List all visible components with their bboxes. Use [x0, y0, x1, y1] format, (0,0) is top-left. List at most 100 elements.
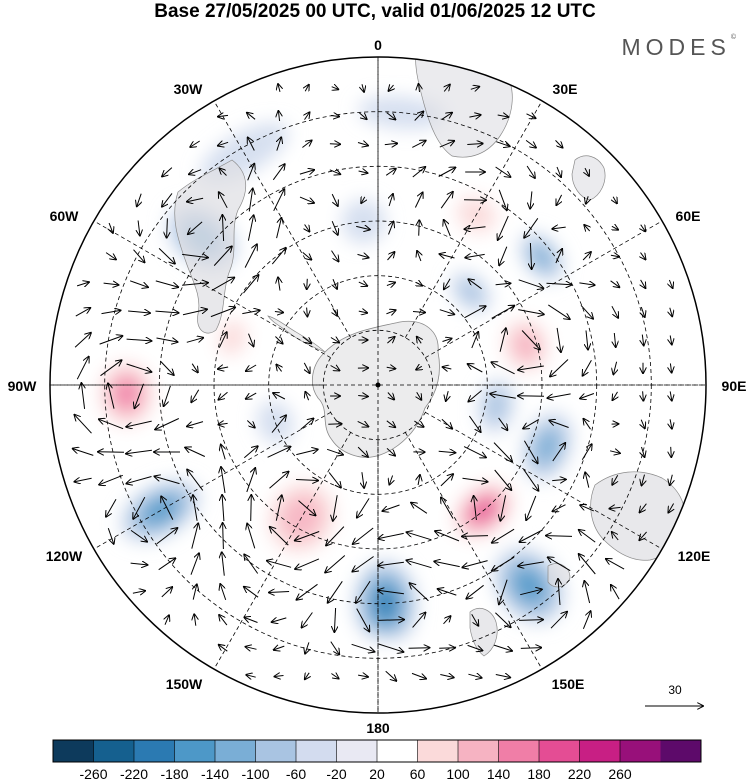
wind-vector-9 [247, 113, 256, 120]
wind-vector-225 [271, 415, 286, 433]
wind-vector-14 [386, 112, 396, 120]
wind-vector-6 [444, 85, 450, 92]
wind-vector-250 [357, 446, 368, 457]
wind-vector-107 [641, 252, 646, 260]
wind-vector-172 [642, 334, 643, 346]
wind-vector-121 [444, 278, 451, 289]
wind-vector-85 [584, 225, 589, 231]
wind-vector-294 [383, 504, 400, 511]
colorbar-tick-8: 60 [410, 766, 426, 782]
wind-vector-266 [187, 470, 204, 491]
wind-vector-280 [585, 472, 589, 488]
graticule [50, 57, 706, 713]
wind-vector-111 [155, 280, 178, 287]
wind-vector-68 [109, 222, 113, 233]
wind-vectors [73, 84, 674, 681]
wind-vector-47 [526, 165, 535, 178]
wind-vector-316 [407, 532, 432, 541]
wind-vector-90 [158, 248, 175, 263]
map-border [49, 56, 707, 714]
wind-vector-159 [275, 336, 282, 344]
wind-vector-269 [269, 472, 289, 489]
wind-vector-202 [246, 392, 257, 399]
wind-vector-286 [161, 496, 174, 520]
wind-vector-176 [126, 363, 152, 372]
wind-vector-30 [467, 144, 482, 145]
wind-vector-238 [641, 419, 645, 429]
wind-vector-187 [443, 367, 452, 369]
wind-vector-278 [523, 469, 539, 490]
wind-vector-274 [418, 475, 420, 486]
colorbar-swatch-7 [336, 740, 378, 762]
wind-vector-163 [387, 337, 394, 344]
wind-vector-301 [580, 505, 594, 512]
anomaly-cell-5-level-3 [536, 431, 559, 463]
wind-vector-309 [223, 523, 224, 550]
wind-vector-285 [133, 496, 146, 519]
wind-vector-272 [362, 472, 364, 488]
wind-vector-88 [105, 252, 116, 260]
wind-vector-11 [305, 112, 310, 120]
wind-vector-209 [446, 390, 448, 401]
wind-vector-319 [492, 528, 515, 543]
wind-vector-22 [248, 138, 255, 151]
wind-vector-251 [386, 448, 395, 455]
wind-vector-154 [126, 339, 152, 341]
wind-vector-234 [523, 418, 540, 428]
wind-vector-235 [549, 421, 569, 428]
wind-vector-396 [440, 675, 453, 678]
wind-vector-39 [299, 170, 314, 174]
wind-vector-397 [468, 674, 481, 678]
wind-vector-116 [307, 278, 308, 289]
wind-vector-233 [498, 417, 508, 430]
colorbar-tick-1: -220 [120, 766, 148, 782]
wind-vector-246 [243, 446, 257, 459]
wind-vector-117 [333, 279, 337, 289]
wind-vector-63 [498, 189, 507, 210]
colorbar-tick-12: 220 [568, 766, 592, 782]
wind-vector-93 [244, 244, 257, 268]
wind-vector-105 [582, 252, 591, 261]
wind-vector-341 [579, 554, 596, 575]
wind-vector-342 [606, 559, 625, 570]
wind-vector-373 [495, 612, 510, 627]
wind-vector-2 [332, 87, 339, 90]
wind-vector-91 [182, 254, 208, 257]
wind-vector-86 [612, 226, 618, 229]
wind-vector-370 [412, 613, 426, 628]
wind-vector-133 [155, 311, 179, 313]
wind-vector-23 [277, 137, 281, 151]
wind-vector-165 [442, 339, 452, 342]
wind-vector-89 [133, 249, 145, 263]
wind-vector-98 [387, 252, 395, 261]
colorbar-tick-7: 20 [369, 766, 385, 782]
wind-vector-213 [547, 393, 571, 398]
colorbar-swatch-5 [255, 740, 297, 762]
wind-vector-147 [548, 304, 569, 319]
wind-vector-143 [439, 310, 454, 315]
wind-vector-94 [271, 248, 285, 265]
wind-vector-177 [159, 360, 173, 375]
wind-vector-211 [490, 394, 516, 399]
wind-vector-66 [586, 196, 588, 203]
wind-vector-295 [411, 503, 428, 514]
wind-vector-338 [492, 556, 515, 571]
wind-vector-258 [581, 444, 591, 460]
wind-vector-139 [333, 307, 337, 316]
wind-vector-357 [520, 589, 542, 596]
wind-vector-12 [330, 116, 339, 117]
colorbar-tick-2: -180 [160, 766, 188, 782]
wind-vector-228 [357, 421, 369, 426]
wind-vector-371 [443, 616, 451, 625]
map-disk [50, 57, 706, 713]
wind-vector-192 [583, 360, 592, 375]
wind-vector-181 [276, 365, 281, 372]
wind-vector-56 [299, 196, 314, 203]
colorbar-swatch-0 [53, 740, 94, 762]
wind-vector-352 [378, 590, 404, 593]
wind-vector-291 [298, 500, 316, 516]
wind-vector-31 [496, 142, 509, 147]
wind-vector-314 [353, 527, 374, 544]
wind-vector-378 [246, 647, 257, 650]
colorbar-tick-3: -140 [201, 766, 229, 782]
